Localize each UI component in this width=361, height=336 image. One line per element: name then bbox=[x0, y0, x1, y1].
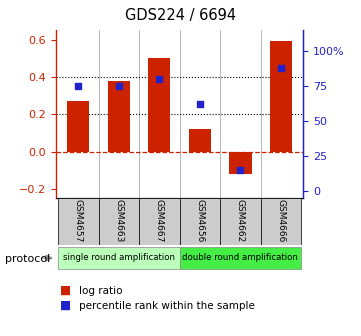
Text: double round amplification: double round amplification bbox=[182, 253, 298, 262]
Bar bbox=[139, 198, 180, 245]
Bar bbox=[58, 247, 180, 269]
Bar bbox=[261, 198, 301, 245]
Bar bbox=[67, 101, 90, 152]
Bar bbox=[58, 198, 99, 245]
Text: GSM4657: GSM4657 bbox=[74, 199, 83, 243]
Text: GDS224 / 6694: GDS224 / 6694 bbox=[125, 8, 236, 24]
Text: GSM4663: GSM4663 bbox=[114, 199, 123, 243]
Text: GSM4656: GSM4656 bbox=[195, 199, 204, 243]
Point bbox=[238, 168, 243, 173]
Text: protocol: protocol bbox=[5, 254, 51, 264]
Point bbox=[197, 102, 203, 107]
Bar bbox=[180, 247, 301, 269]
Bar bbox=[229, 152, 252, 174]
Text: GSM4666: GSM4666 bbox=[277, 199, 286, 243]
Text: ■: ■ bbox=[60, 299, 71, 312]
Text: GSM4667: GSM4667 bbox=[155, 199, 164, 243]
Bar bbox=[189, 129, 211, 152]
Point bbox=[156, 77, 162, 82]
Bar bbox=[220, 198, 261, 245]
Text: percentile rank within the sample: percentile rank within the sample bbox=[79, 301, 255, 311]
Text: single round amplification: single round amplification bbox=[63, 253, 175, 262]
Bar bbox=[148, 58, 170, 152]
Bar bbox=[99, 198, 139, 245]
Point bbox=[116, 84, 122, 89]
Point bbox=[278, 66, 284, 71]
Bar bbox=[108, 81, 130, 152]
Text: ■: ■ bbox=[60, 284, 71, 297]
Bar bbox=[180, 198, 220, 245]
Bar bbox=[270, 41, 292, 152]
Text: GSM4662: GSM4662 bbox=[236, 199, 245, 243]
Point bbox=[75, 84, 81, 89]
Text: log ratio: log ratio bbox=[79, 286, 123, 296]
